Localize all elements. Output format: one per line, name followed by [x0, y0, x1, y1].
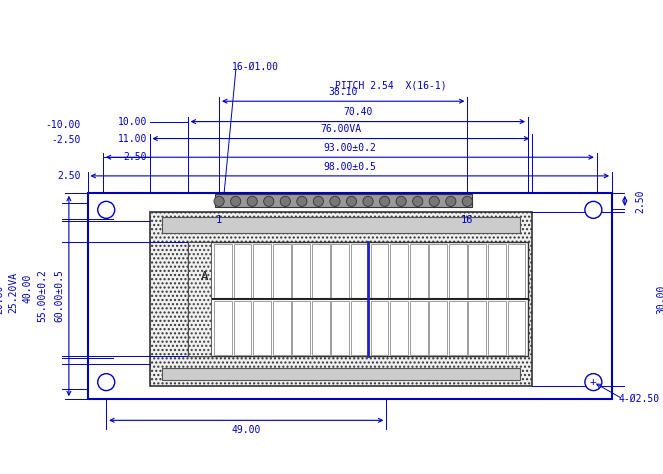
Bar: [351, 244, 369, 298]
Text: PITCH 2.54  X(16-1): PITCH 2.54 X(16-1): [335, 81, 446, 91]
Text: 40.00: 40.00: [23, 274, 32, 303]
Text: 30.00: 30.00: [656, 284, 663, 314]
Text: 38.10: 38.10: [329, 87, 358, 97]
Text: 49.00: 49.00: [231, 425, 261, 435]
Bar: [253, 301, 271, 355]
Bar: [272, 244, 290, 298]
Bar: [508, 301, 526, 355]
Circle shape: [363, 196, 373, 207]
Circle shape: [446, 196, 456, 207]
Circle shape: [396, 196, 406, 207]
Text: 60.00±0.5: 60.00±0.5: [54, 270, 64, 322]
Bar: [188, 242, 528, 356]
Text: 20.80: 20.80: [0, 284, 5, 314]
Text: -10.00: -10.00: [46, 120, 81, 130]
Text: 2.50: 2.50: [57, 171, 81, 181]
Bar: [508, 244, 526, 298]
Text: 25.20VA: 25.20VA: [8, 272, 18, 313]
Bar: [253, 244, 271, 298]
Circle shape: [585, 201, 602, 219]
Text: 55.00±0.2: 55.00±0.2: [38, 270, 48, 322]
Bar: [214, 244, 232, 298]
Text: 2.50: 2.50: [123, 152, 147, 162]
Bar: [292, 301, 310, 355]
Circle shape: [346, 196, 357, 207]
Bar: [390, 244, 408, 298]
Bar: [150, 212, 532, 385]
Text: +: +: [590, 377, 597, 387]
Text: 16-Ø1.00: 16-Ø1.00: [232, 62, 279, 72]
Bar: [332, 244, 349, 298]
Circle shape: [97, 374, 115, 391]
Bar: [332, 301, 349, 355]
Circle shape: [314, 196, 324, 207]
Circle shape: [379, 196, 390, 207]
Circle shape: [462, 196, 473, 207]
Text: 70.40: 70.40: [343, 107, 373, 118]
Bar: [410, 301, 428, 355]
Bar: [410, 244, 428, 298]
Text: A: A: [201, 270, 208, 283]
Circle shape: [412, 196, 423, 207]
Bar: [312, 244, 330, 298]
Bar: [188, 242, 211, 356]
Bar: [233, 301, 251, 355]
Text: 1: 1: [216, 215, 222, 225]
Bar: [371, 301, 389, 355]
Text: 2.50: 2.50: [635, 189, 645, 213]
Bar: [449, 244, 467, 298]
Bar: [162, 368, 520, 381]
Text: 4-Ø2.50: 4-Ø2.50: [619, 394, 660, 404]
Bar: [272, 301, 290, 355]
Bar: [214, 301, 232, 355]
Circle shape: [264, 196, 274, 207]
Text: 93.00±0.2: 93.00±0.2: [324, 143, 376, 153]
Bar: [430, 301, 447, 355]
Bar: [430, 244, 447, 298]
Circle shape: [330, 196, 340, 207]
Circle shape: [247, 196, 257, 207]
Text: -2.50: -2.50: [52, 135, 81, 145]
Text: 16: 16: [461, 215, 473, 225]
Circle shape: [231, 196, 241, 207]
Bar: [469, 301, 487, 355]
Bar: [233, 244, 251, 298]
Bar: [488, 244, 506, 298]
Text: 10.00: 10.00: [117, 117, 147, 127]
Bar: [312, 301, 330, 355]
Bar: [469, 244, 487, 298]
Bar: [292, 244, 310, 298]
Bar: [351, 301, 369, 355]
Bar: [488, 301, 506, 355]
Circle shape: [280, 196, 290, 207]
Bar: [215, 194, 471, 207]
Bar: [162, 218, 520, 233]
Circle shape: [97, 201, 115, 219]
Bar: [88, 193, 612, 399]
Circle shape: [214, 196, 224, 207]
Text: 76.00VA: 76.00VA: [320, 124, 361, 134]
Bar: [390, 301, 408, 355]
Bar: [371, 244, 389, 298]
Circle shape: [429, 196, 440, 207]
Text: 11.00: 11.00: [117, 134, 147, 144]
Text: 98.00±0.5: 98.00±0.5: [324, 162, 376, 172]
Circle shape: [585, 374, 602, 391]
Bar: [449, 301, 467, 355]
Circle shape: [297, 196, 307, 207]
